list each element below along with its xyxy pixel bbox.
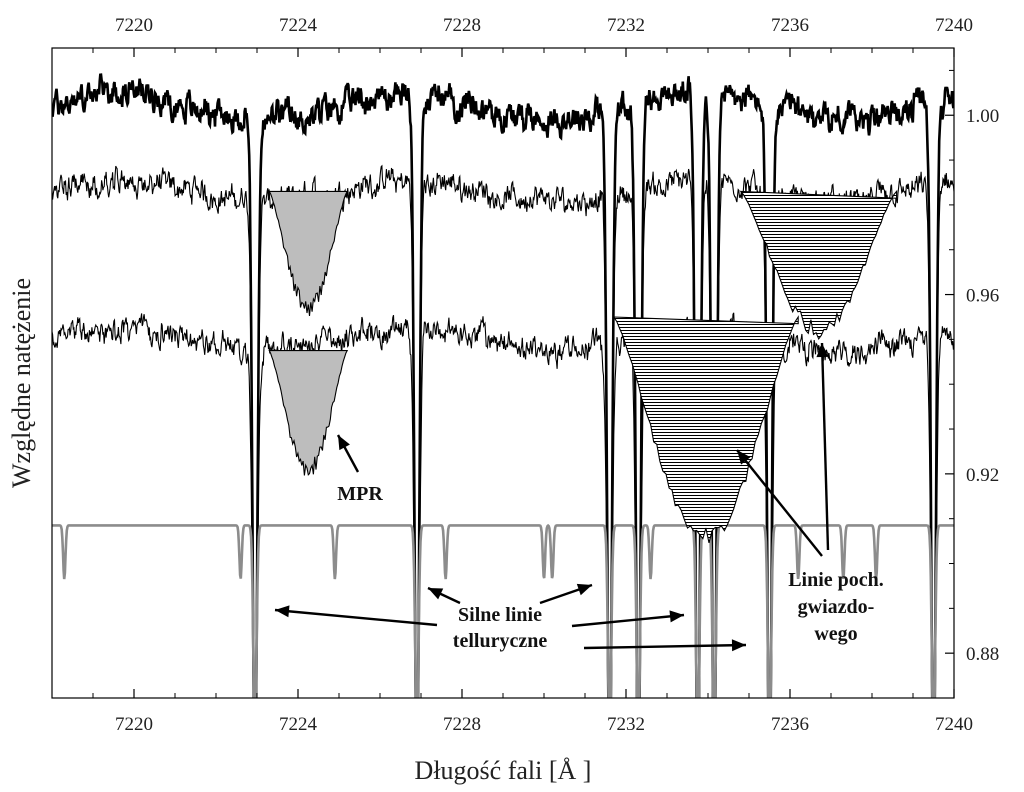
x-tick-label-bottom: 7240 xyxy=(935,714,973,735)
y-tick-label: 1.00 xyxy=(966,106,999,127)
x-tick-label-top: 7228 xyxy=(443,15,481,36)
x-tick-label-top: 7220 xyxy=(115,15,153,36)
arrow-stellar-2-head xyxy=(816,343,829,358)
x-axis-title: Długość fali [Å ] xyxy=(415,756,592,785)
annotation-telluric-line: telluryczne xyxy=(453,630,548,652)
tick-labels: 7220 7220 7224 7224 7228 7228 7232 7232 7236 7236… xyxy=(115,15,999,735)
annotation-telluric-line: Silne linie xyxy=(458,604,542,626)
arrow-mpr-head xyxy=(338,435,350,451)
annotations: MPR Silne linie telluryczne Linie poch. gwia… xyxy=(274,342,884,652)
arrow-stellar-1-head xyxy=(737,450,751,465)
annotation-mpr: MPR xyxy=(337,483,383,505)
arrow-stellar-1 xyxy=(736,449,823,557)
x-tick-label-bottom: 7236 xyxy=(771,714,809,735)
mpr-feature-1 xyxy=(268,190,349,316)
arrow-telluric-4-head xyxy=(669,610,684,623)
arrow-telluric-3-head xyxy=(576,583,592,596)
mpr-feature-2 xyxy=(268,350,349,476)
spectrum-series-3 xyxy=(52,312,954,698)
arrow-telluric-5-head xyxy=(731,639,746,652)
mpr-feature-3 xyxy=(739,189,898,341)
y-tick-label: 0.88 xyxy=(966,644,999,665)
annotation-stellar-line: Linie poch. xyxy=(788,569,884,591)
arrow-stellar-2 xyxy=(820,342,830,551)
spectrum-series-4 xyxy=(52,523,954,698)
spectrum-series-1 xyxy=(52,73,954,698)
annotation-stellar-line: wego xyxy=(814,623,857,645)
x-tick-label-bottom: 7232 xyxy=(607,714,645,735)
y-tick-label: 0.92 xyxy=(966,465,999,486)
arrow-telluric-2-head xyxy=(428,588,444,600)
y-tick-label: 0.96 xyxy=(966,286,999,307)
y-axis-title: Względne natężenie xyxy=(7,278,36,488)
annotation-telluric: Silne linie telluryczne xyxy=(453,604,548,652)
plot-area xyxy=(52,73,954,698)
mpr-feature-4 xyxy=(612,315,799,544)
annotation-stellar: Linie poch. gwiazdo-wego xyxy=(788,569,884,645)
arrow-telluric-1-head xyxy=(275,605,290,618)
x-tick-label-top: 7224 xyxy=(279,15,318,36)
tick-marks xyxy=(51,48,955,699)
x-tick-label-top: 7240 xyxy=(935,15,973,36)
arrow-telluric-5 xyxy=(583,643,747,650)
arrow-telluric-1 xyxy=(274,608,438,627)
x-tick-label-bottom: 7228 xyxy=(443,714,481,735)
x-tick-label-bottom: 7220 xyxy=(115,714,153,735)
x-tick-label-bottom: 7224 xyxy=(279,714,318,735)
x-tick-label-top: 7232 xyxy=(607,15,645,36)
x-tick-label-top: 7236 xyxy=(771,15,809,36)
annotation-stellar-line: gwiazdo- xyxy=(798,596,875,618)
arrow-telluric-4 xyxy=(571,613,685,628)
